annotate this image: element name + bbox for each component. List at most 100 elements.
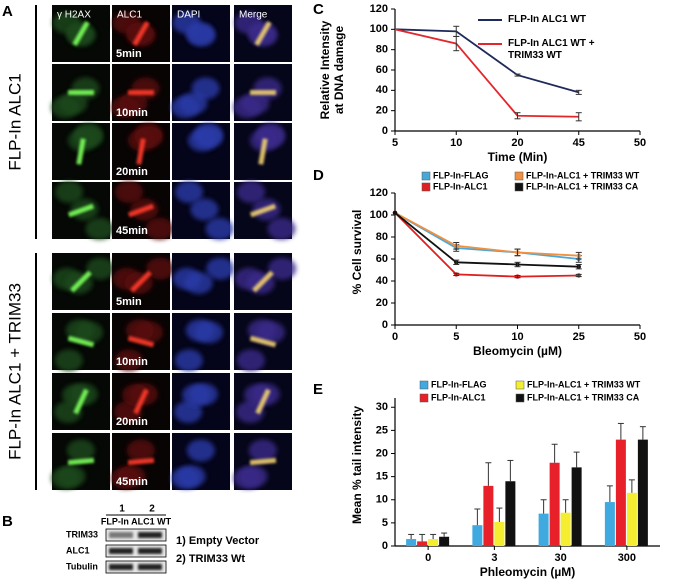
- nucleus: [115, 181, 144, 204]
- panel-letter: E: [313, 381, 323, 398]
- x-tick-label: 5: [392, 137, 398, 149]
- series-line: [394, 212, 579, 257]
- legend-swatch: [421, 182, 431, 192]
- blot-band: [138, 532, 162, 538]
- y-tick-label: 80: [376, 44, 388, 56]
- nucleus: [239, 465, 268, 488]
- nucleus: [54, 400, 83, 423]
- panel-letter: B: [2, 513, 13, 530]
- y-tick-label: 40: [376, 275, 388, 287]
- x-tick-label: 50: [634, 331, 646, 343]
- nucleus: [236, 400, 265, 423]
- lane-header: FLP-In ALC1 WT: [101, 516, 172, 526]
- blot-legend: 2) TRIM33 Wt: [176, 553, 245, 565]
- damage-stripe: [130, 270, 152, 293]
- bar: [538, 513, 549, 546]
- blot-band: [138, 564, 162, 570]
- legend-label: FLP-In-FLAG: [431, 379, 487, 389]
- blot-label: Tubulin: [66, 561, 98, 571]
- panel-letter: D: [313, 167, 324, 184]
- bar: [615, 439, 626, 546]
- y-tick-label: 10: [376, 494, 388, 506]
- damage-stripe: [127, 457, 155, 466]
- nucleus: [206, 257, 235, 280]
- legend-label: FLP-In-ALC1 + TRIM33 CA: [526, 181, 639, 191]
- bar: [637, 439, 648, 546]
- damage-stripe: [68, 90, 94, 95]
- damage-stripe: [133, 388, 149, 415]
- y-tick-label: 40: [376, 84, 388, 96]
- damage-stripe: [252, 270, 274, 293]
- nucleus: [256, 126, 285, 149]
- nucleus: [57, 465, 86, 488]
- y-axis-label: Relative Intensity at DNA damage: [318, 20, 346, 120]
- legend-label: FLP-In-ALC1 + TRIM33 WT: [527, 379, 641, 389]
- damage-stripe: [249, 335, 277, 348]
- nucleus: [74, 126, 103, 149]
- y-axis-label: Mean % tail intensity: [350, 405, 364, 525]
- legend-swatch: [421, 171, 431, 181]
- nucleus: [59, 92, 88, 115]
- nucleus: [267, 217, 296, 240]
- nucleus: [179, 92, 208, 115]
- series-line: [394, 212, 579, 268]
- x-tick-label: 300: [618, 552, 636, 564]
- y-tick-label: 0: [382, 319, 388, 331]
- time-label: 5min: [116, 296, 142, 308]
- column-header: ALC1: [117, 10, 142, 21]
- x-tick-label: 20: [511, 137, 523, 149]
- damage-stripe: [67, 203, 95, 218]
- x-tick-label: 30: [555, 552, 567, 564]
- damage-stripe: [67, 335, 95, 348]
- damage-stripe: [76, 138, 86, 165]
- series-line: [394, 212, 579, 278]
- group-label: FLP-In ALC1 + TRIM33: [5, 283, 24, 460]
- damage-stripe: [127, 203, 155, 218]
- y-tick-label: 100: [370, 23, 388, 35]
- bar: [571, 467, 582, 546]
- nucleus: [65, 319, 94, 342]
- nucleus: [182, 384, 211, 407]
- damage-stripe: [67, 457, 95, 466]
- y-tick-label: 100: [370, 209, 388, 221]
- bar: [505, 481, 516, 546]
- nucleus: [190, 198, 219, 221]
- blot-band: [109, 548, 133, 554]
- y-tick-label: 25: [376, 424, 388, 436]
- time-label: 45min: [116, 225, 148, 237]
- legend-swatch: [514, 182, 524, 192]
- legend-swatch: [514, 171, 524, 181]
- bar: [417, 541, 428, 546]
- damage-stripe: [127, 335, 155, 348]
- y-tick-label: 120: [370, 187, 388, 199]
- legend-label: FLP-In-ALC1 + TRIM33 WT: [526, 170, 640, 180]
- legend-label: FLP-In-ALC1: [431, 392, 486, 402]
- panel-letter: C: [313, 1, 324, 18]
- nucleus: [175, 181, 204, 204]
- bar: [428, 539, 439, 546]
- legend-swatch: [419, 380, 429, 390]
- bar: [439, 536, 450, 546]
- bar: [472, 525, 483, 546]
- x-axis-label: Phleomycin (µM): [480, 565, 576, 579]
- x-tick-label: 25: [573, 331, 585, 343]
- y-tick-label: 20: [376, 105, 388, 117]
- nucleus: [126, 439, 155, 462]
- damage-stripe: [254, 20, 272, 47]
- nucleus: [85, 217, 114, 240]
- column-header: DAPI: [177, 10, 200, 21]
- bar: [406, 539, 417, 546]
- nucleus: [66, 439, 95, 462]
- nucleus: [185, 22, 214, 45]
- nucleus: [247, 319, 276, 342]
- data-point: [392, 210, 398, 215]
- damage-stripe: [250, 90, 276, 95]
- damage-stripe: [258, 138, 268, 165]
- y-axis-label: % Cell survival: [350, 209, 364, 295]
- bar: [626, 492, 637, 546]
- series-line: [394, 212, 579, 260]
- legend-swatch: [515, 380, 525, 390]
- series-line: [394, 28, 579, 94]
- legend-swatch: [515, 393, 525, 403]
